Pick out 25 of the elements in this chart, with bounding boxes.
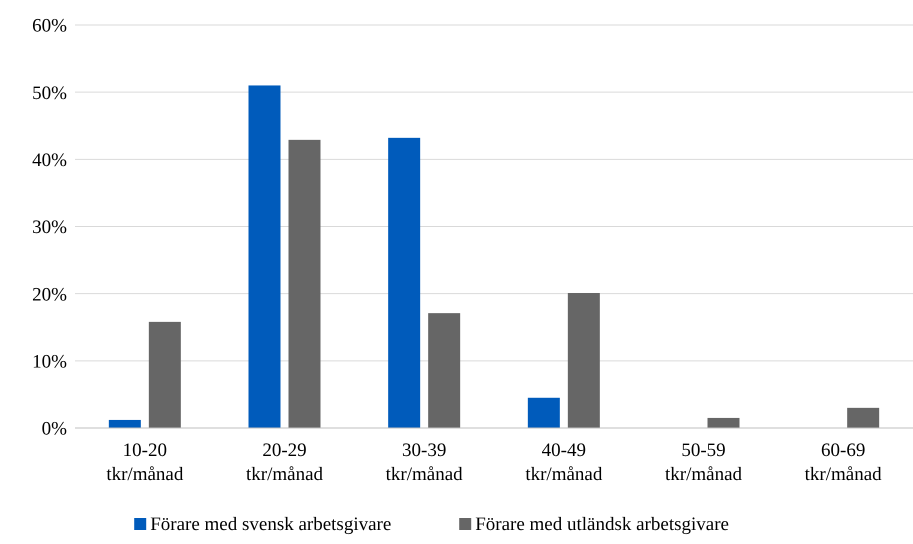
y-tick-label: 60%	[32, 16, 68, 37]
bar	[708, 418, 740, 428]
x-tick-label: 30-39 tkr/månad	[386, 440, 464, 485]
bar	[148, 322, 181, 428]
bar	[847, 408, 880, 428]
y-tick-label: 10%	[32, 351, 68, 372]
bar	[568, 292, 600, 428]
y-tick-label: 20%	[32, 284, 68, 306]
y-tick-label: 30%	[32, 217, 68, 238]
y-tick-label: 50%	[32, 82, 68, 104]
bar	[288, 140, 320, 428]
bar	[528, 398, 560, 428]
x-tick-label: 10-20 tkr/månad	[106, 440, 184, 485]
y-tick-label: 0%	[42, 418, 68, 440]
bar	[108, 420, 141, 428]
legend-label: Förare med utländsk arbetsgivare	[475, 514, 729, 535]
y-tick-label: 40%	[32, 150, 68, 171]
x-tick-label: 50-59 tkr/månad	[664, 440, 743, 485]
bar	[428, 313, 460, 428]
legend-label: Förare med svensk arbetsgivare	[150, 514, 392, 535]
x-tick-label: 60-69 tkr/månad	[804, 440, 882, 485]
bar	[388, 138, 420, 428]
x-tick-label: 20-29 tkr/månad	[246, 440, 324, 485]
x-tick-label: 40-49 tkr/månad	[525, 440, 603, 485]
bar	[248, 85, 280, 428]
